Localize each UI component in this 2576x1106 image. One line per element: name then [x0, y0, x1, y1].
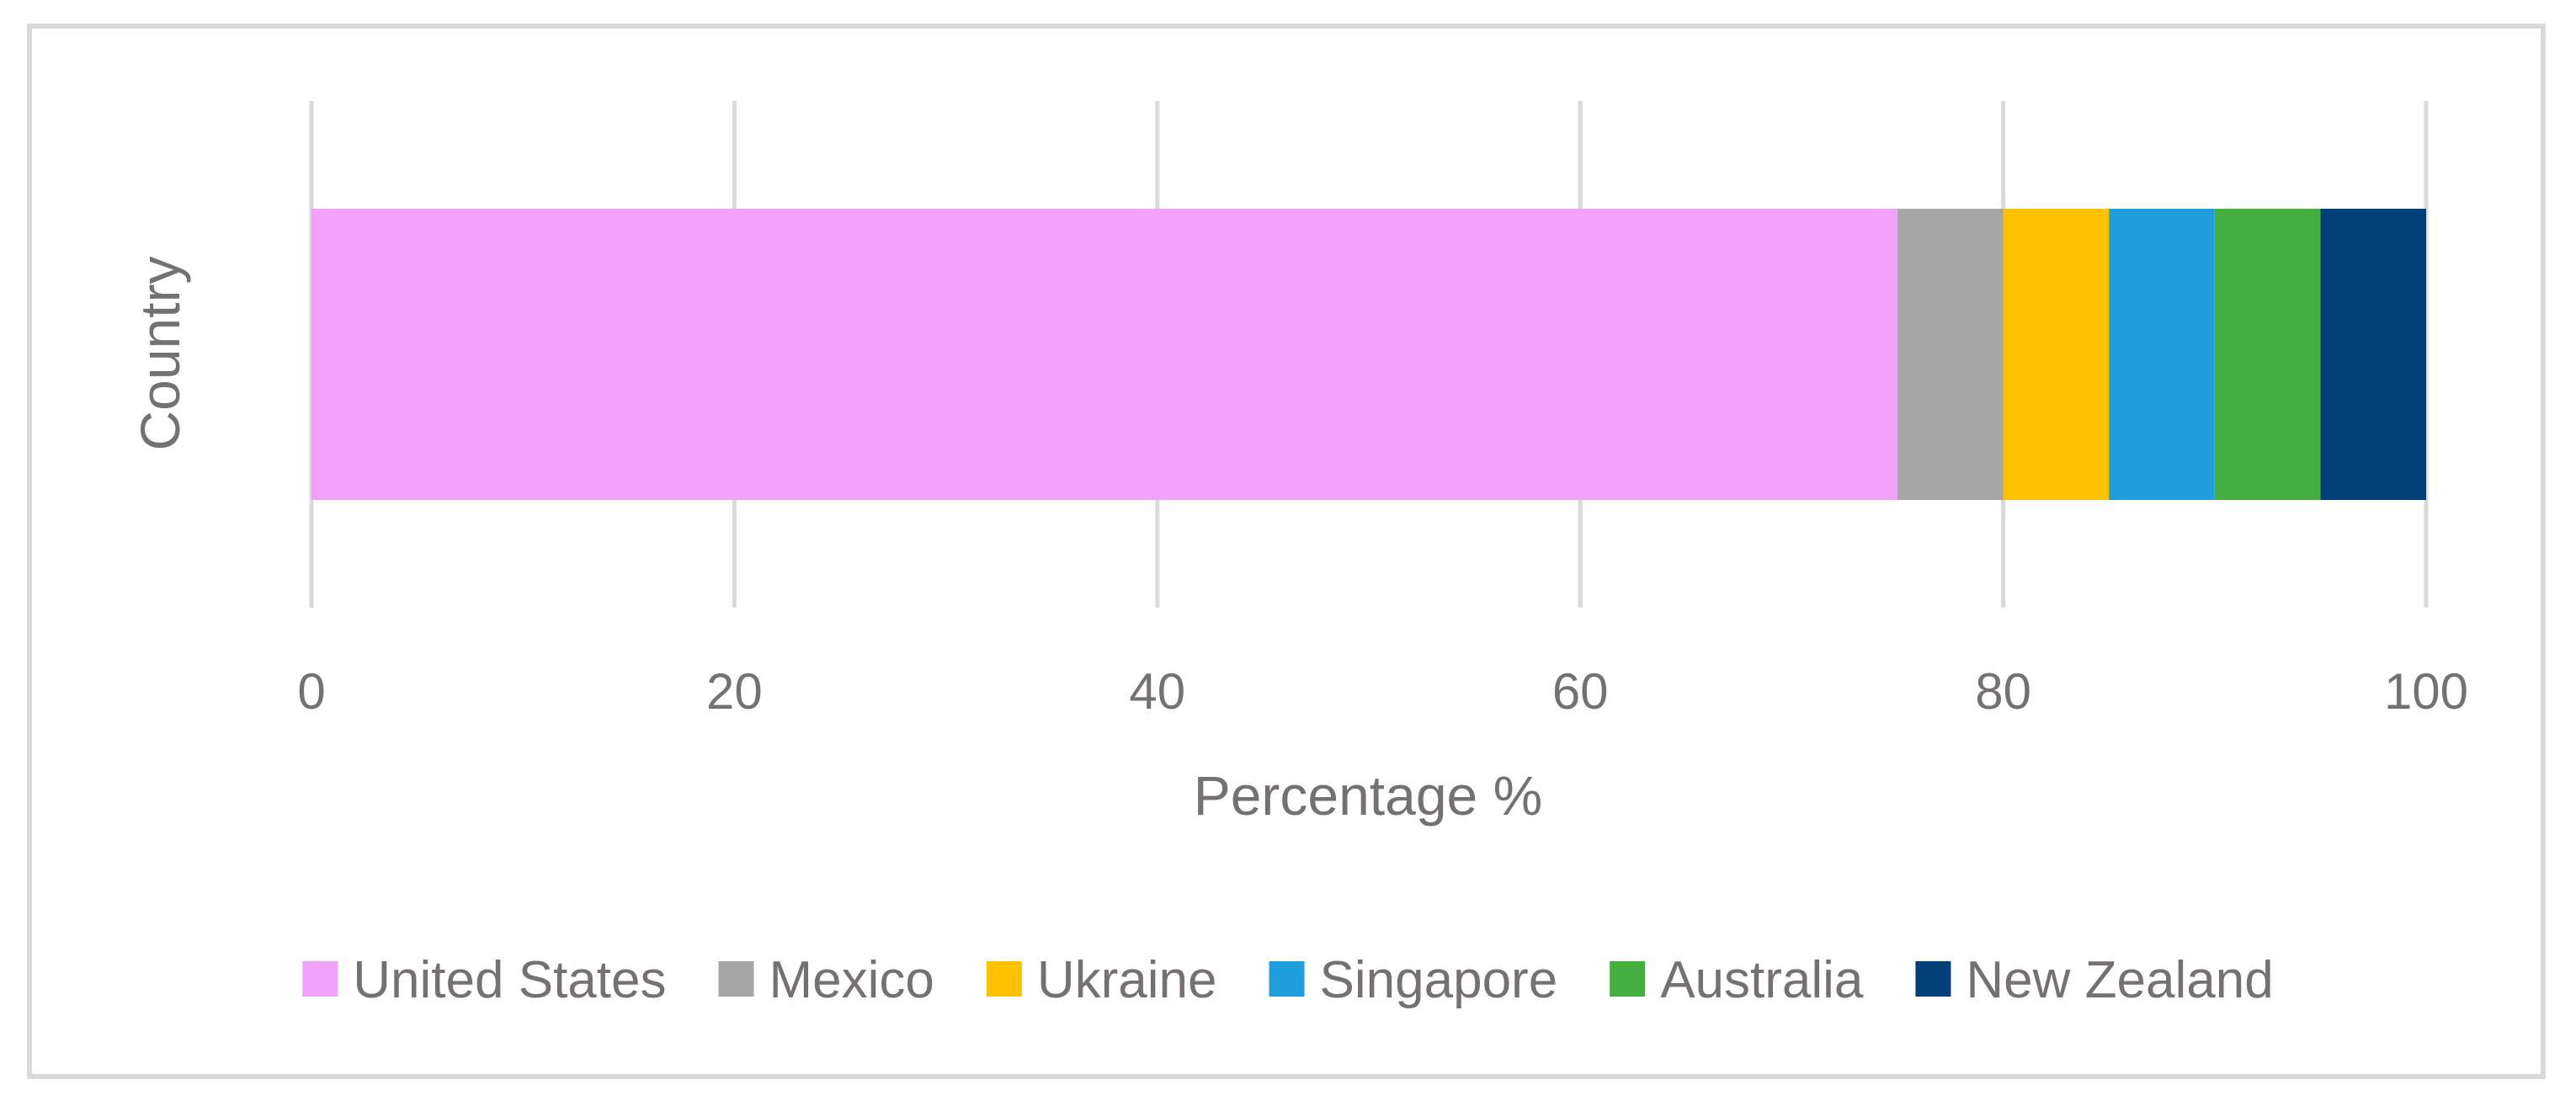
bar-segment-singapore — [2109, 209, 2215, 500]
legend-swatch-australia — [1610, 961, 1646, 997]
legend-item-united-states: United States — [302, 951, 666, 1009]
legend-swatch-singapore — [1269, 961, 1305, 997]
bar-segment-australia — [2214, 209, 2321, 500]
bar-segment-united-states — [311, 209, 1897, 500]
x-tick-label-100: 100 — [2384, 663, 2468, 720]
x-axis-tick-labels: 0 20 40 60 80 100 — [297, 663, 2468, 720]
chart-frame — [27, 24, 2546, 1079]
legend-label-new-zealand: New Zealand — [1966, 951, 2273, 1009]
legend-label-australia: Australia — [1660, 951, 1864, 1009]
bar-segment-mexico — [1897, 209, 2004, 500]
legend: United States Mexico Ukraine Singapore Austr… — [302, 951, 2274, 1009]
x-axis-title: Percentage % — [1194, 764, 1543, 827]
legend-swatch-united-states — [302, 961, 338, 997]
x-tick-label-60: 60 — [1552, 663, 1609, 720]
x-tick-label-0: 0 — [297, 663, 325, 720]
legend-swatch-ukraine — [986, 961, 1022, 997]
x-tick-label-40: 40 — [1129, 663, 1185, 720]
legend-swatch-mexico — [718, 961, 754, 997]
legend-swatch-new-zealand — [1915, 961, 1951, 997]
x-tick-label-20: 20 — [706, 663, 763, 720]
bar-segment-new-zealand — [2320, 209, 2426, 500]
y-axis-title: Country — [129, 256, 191, 450]
legend-item-singapore: Singapore — [1269, 951, 1558, 1009]
x-tick-label-80: 80 — [1975, 663, 2031, 720]
legend-label-united-states: United States — [353, 951, 666, 1009]
stacked-bar — [311, 209, 2426, 500]
legend-item-new-zealand: New Zealand — [1915, 951, 2274, 1009]
bar-segment-ukraine — [2003, 209, 2110, 500]
legend-label-mexico: Mexico — [769, 951, 934, 1009]
legend-item-ukraine: Ukraine — [986, 951, 1217, 1009]
legend-label-ukraine: Ukraine — [1037, 951, 1217, 1009]
legend-item-australia: Australia — [1610, 951, 1864, 1009]
legend-label-singapore: Singapore — [1320, 951, 1558, 1009]
legend-item-mexico: Mexico — [718, 951, 934, 1009]
